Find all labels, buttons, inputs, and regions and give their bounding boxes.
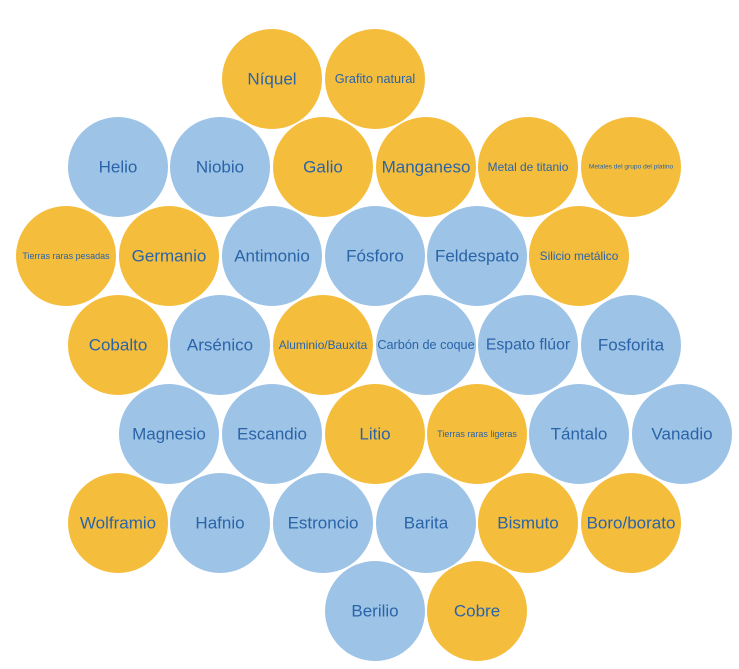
element-circle: [427, 384, 527, 484]
element-circle: [581, 295, 681, 395]
element-circle: [68, 473, 168, 573]
element-circle: [170, 473, 270, 573]
element-circle: [632, 384, 732, 484]
element-circle: [478, 117, 578, 217]
element-circle: [376, 117, 476, 217]
element-label: Feldespato: [435, 247, 519, 266]
element-label: Escandio: [237, 425, 307, 444]
element-label: Espato flúor: [486, 337, 570, 354]
element-circle: [581, 473, 681, 573]
element-label: Níquel: [247, 70, 296, 89]
element-circle: [529, 384, 629, 484]
element-circle: [222, 29, 322, 129]
element-label: Tierras raras pesadas: [22, 251, 110, 261]
element-label: Galio: [303, 158, 343, 177]
element-circle: [427, 561, 527, 661]
element-label: Arsénico: [187, 336, 253, 355]
element-label: Cobalto: [89, 336, 148, 355]
element-circle: [68, 117, 168, 217]
element-label: Cobre: [454, 602, 500, 621]
element-label: Hafnio: [195, 514, 244, 533]
element-label: Grafito natural: [335, 72, 415, 86]
element-circle: [16, 206, 116, 306]
element-circle: [273, 295, 373, 395]
element-label: Manganeso: [382, 158, 471, 177]
element-circle: [170, 117, 270, 217]
element-label: Fósforo: [346, 247, 404, 266]
element-label: Vanadio: [651, 425, 712, 444]
element-label: Boro/borato: [587, 514, 676, 533]
element-circle: [325, 206, 425, 306]
element-circle: [119, 384, 219, 484]
element-circle: [273, 473, 373, 573]
element-label: Niobio: [196, 158, 244, 177]
element-label: Berilio: [351, 602, 398, 621]
element-circle: [376, 295, 476, 395]
element-circle: [325, 561, 425, 661]
element-circle: [325, 29, 425, 129]
element-label: Aluminio/Bauxita: [279, 338, 368, 352]
element-circle: [376, 473, 476, 573]
element-label: Litio: [359, 425, 390, 444]
element-label: Metal de titanio: [488, 160, 569, 174]
element-circle: [273, 117, 373, 217]
element-label: Tierras raras ligeras: [437, 429, 517, 439]
element-circle: [478, 295, 578, 395]
element-label: Bismuto: [497, 514, 558, 533]
element-label: Estroncio: [288, 514, 359, 533]
element-label: Fosforita: [598, 336, 665, 355]
element-circle: [478, 473, 578, 573]
element-circle: [222, 384, 322, 484]
element-circle: [581, 117, 681, 217]
element-circle: [427, 206, 527, 306]
element-label: Tántalo: [551, 425, 608, 444]
element-label: Helio: [99, 158, 138, 177]
element-circle: [529, 206, 629, 306]
element-label: Wolframio: [80, 514, 156, 533]
element-label: Magnesio: [132, 425, 206, 444]
element-label: Barita: [404, 514, 449, 533]
element-label: Carbón de coque: [377, 338, 474, 352]
element-label: Silicio metálico: [540, 249, 619, 263]
element-circle: [170, 295, 270, 395]
element-label: Antimonio: [234, 247, 310, 266]
element-label: Metales del grupo del platino: [589, 164, 674, 171]
element-circle: [68, 295, 168, 395]
element-circle: [222, 206, 322, 306]
element-label: Germanio: [132, 247, 207, 266]
element-circle: [325, 384, 425, 484]
element-circle: [119, 206, 219, 306]
